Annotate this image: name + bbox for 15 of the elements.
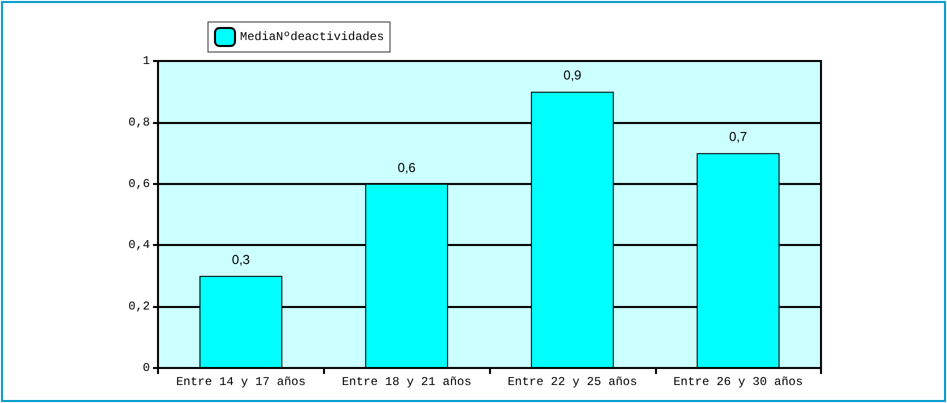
- x-tick-label: Entre 26 y 30 años: [673, 375, 803, 389]
- x-tick-label: Entre 14 y 17 años: [176, 375, 306, 389]
- data-label: 0,9: [563, 68, 582, 83]
- x-tick-label: Entre 18 y 21 años: [342, 375, 472, 389]
- y-tick-label: 1: [142, 54, 150, 68]
- y-tick-label: 0: [142, 361, 150, 375]
- data-label: 0,7: [729, 129, 748, 144]
- y-tick-label: 0,2: [128, 300, 150, 314]
- x-tick-label: Entre 22 y 25 años: [508, 375, 638, 389]
- data-label: 0,3: [232, 252, 250, 267]
- y-tick-label: 0,4: [128, 238, 150, 252]
- data-label: 0,6: [398, 160, 416, 175]
- y-tick-label: 0,8: [128, 115, 150, 130]
- legend-label: MediaNºdeactividades: [240, 30, 384, 44]
- y-tick-label: 0,6: [128, 176, 150, 191]
